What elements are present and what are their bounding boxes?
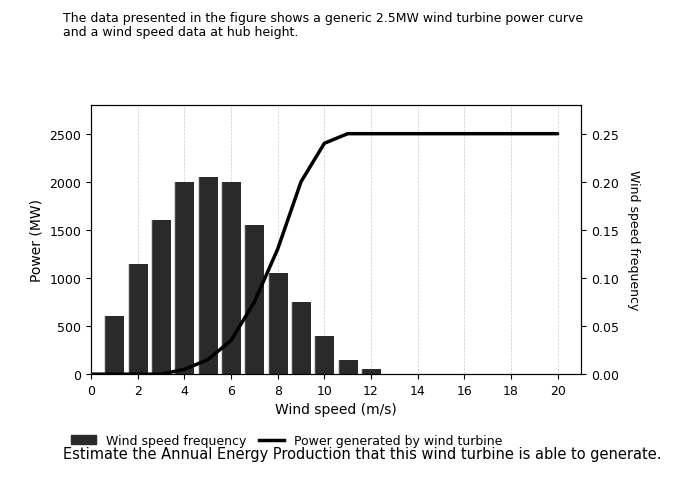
Legend: Wind speed frequency, Power generated by wind turbine: Wind speed frequency, Power generated by…	[66, 429, 508, 452]
Bar	[104, 317, 125, 374]
Bar	[127, 264, 148, 374]
Bar	[337, 360, 358, 374]
Bar	[314, 336, 334, 374]
X-axis label: Wind speed (m/s): Wind speed (m/s)	[275, 403, 397, 417]
Bar	[267, 274, 288, 374]
Bar	[174, 182, 195, 374]
Y-axis label: Power (MW): Power (MW)	[30, 199, 44, 281]
Bar	[291, 302, 311, 374]
Bar	[221, 182, 241, 374]
Bar	[361, 370, 381, 374]
Bar	[244, 226, 265, 374]
Text: and a wind speed data at hub height.: and a wind speed data at hub height.	[63, 26, 298, 39]
Text: The data presented in the figure shows a generic 2.5MW wind turbine power curve: The data presented in the figure shows a…	[63, 12, 583, 25]
Y-axis label: Wind speed frequency: Wind speed frequency	[626, 170, 640, 310]
Bar	[151, 221, 171, 374]
Bar	[197, 178, 218, 374]
Text: Estimate the Annual Energy Production that this wind turbine is able to generate: Estimate the Annual Energy Production th…	[63, 446, 662, 461]
